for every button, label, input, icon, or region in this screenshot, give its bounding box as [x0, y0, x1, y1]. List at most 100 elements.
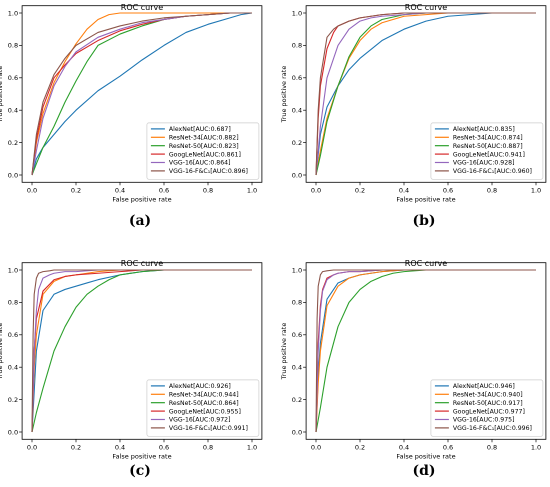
legend-entry: AlexNet[AUC:0.926] — [169, 383, 231, 390]
x-axis-label: False positive rate — [112, 195, 171, 203]
x-tick-label: 0.6 — [159, 186, 169, 194]
roc-series-line — [31, 12, 253, 176]
chart-title: ROC curve — [405, 3, 447, 12]
y-tick-label: 0.0 — [8, 171, 18, 179]
y-tick-label: 0.6 — [292, 331, 302, 339]
legend-entry: ResNet-50[AUC:0.864] — [169, 400, 239, 407]
y-tick-label: 0.8 — [8, 42, 18, 50]
x-tick-label: 0.8 — [203, 186, 213, 194]
y-tick-label: 1.0 — [292, 9, 302, 17]
x-axis-label: False positive rate — [112, 452, 171, 460]
x-axis-label: False positive rate — [396, 452, 455, 460]
legend-entry: ResNet-50[AUC:0.887] — [453, 143, 523, 150]
y-tick-label: 0.4 — [292, 107, 302, 115]
roc-series-line — [31, 12, 252, 176]
x-tick-label: 0.2 — [71, 443, 81, 451]
y-tick-label: 1.0 — [292, 266, 302, 274]
y-tick-label: 0.4 — [292, 364, 302, 372]
legend-entry: GoogLeNet[AUC:0.977] — [453, 408, 525, 415]
y-axis-label: True positive rate — [0, 323, 4, 381]
legend-entry: ResNet-34[AUC:0.882] — [169, 134, 239, 141]
legend-box — [146, 122, 260, 180]
legend-entry: ResNet-34[AUC:0.944] — [169, 391, 239, 398]
y-tick-label: 0.0 — [292, 428, 302, 436]
legend-entry: AlexNet[AUC:0.946] — [453, 383, 515, 390]
y-tick-label: 0.6 — [8, 74, 18, 82]
legend-box — [146, 379, 260, 437]
y-tick-label: 0.8 — [8, 299, 18, 307]
chart-title: ROC curve — [121, 3, 163, 12]
legend-box — [430, 122, 544, 180]
x-tick-label: 0.4 — [115, 186, 125, 194]
x-tick-label: 0.2 — [355, 186, 365, 194]
roc-series-line — [31, 269, 252, 433]
x-tick-label: 1.0 — [531, 186, 541, 194]
legend-entry: VGG-16-F&C₁[AUC:0.991] — [169, 425, 248, 432]
y-tick-label: 0.4 — [8, 107, 18, 115]
legend-entry: VGG-16-F&C₁[AUC:0.960] — [453, 168, 532, 175]
chart-title: ROC curve — [405, 259, 447, 268]
y-tick-label: 1.0 — [8, 9, 18, 17]
panel-label: (c) — [129, 463, 151, 479]
legend-box — [430, 379, 544, 437]
axes-frame — [305, 5, 547, 183]
legend-entry: VGG-16-F&C₁[AUC:0.996] — [453, 425, 532, 432]
y-tick-label: 0.6 — [8, 331, 18, 339]
x-tick-label: 0.2 — [71, 186, 81, 194]
legend-entry: GoogLeNet[AUC:0.861] — [169, 151, 241, 158]
legend-entry: ResNet-34[AUC:0.940] — [453, 391, 523, 398]
y-axis-label: True positive rate — [0, 66, 4, 124]
panel-label: (d) — [412, 463, 435, 479]
legend-entry: ResNet-34[AUC:0.874] — [453, 134, 523, 141]
x-tick-label: 0.6 — [159, 443, 169, 451]
legend-entry: VGG-16-F&C₁[AUC:0.896] — [169, 168, 248, 175]
axes-frame — [21, 262, 263, 440]
y-tick-label: 1.0 — [8, 266, 18, 274]
legend-entry: ResNet-50[AUC:0.823] — [169, 143, 239, 150]
y-axis-label: True positive rate — [280, 66, 288, 124]
panel-label: (b) — [412, 213, 435, 229]
y-tick-label: 0.6 — [292, 74, 302, 82]
legend-entry: VGG-16[AUC:0.972] — [169, 417, 231, 424]
y-tick-label: 0.0 — [292, 171, 302, 179]
axes-frame — [305, 262, 547, 440]
x-tick-label: 0.8 — [487, 443, 497, 451]
y-tick-label: 0.4 — [8, 364, 18, 372]
y-tick-label: 0.2 — [8, 139, 18, 147]
roc-panel: ROC curve 0.0 0.2 0.4 0.6 0.8 1.0 0.0 0.2 0.4 0.6 0… — [280, 259, 547, 479]
roc-panel: ROC curve 0.0 0.2 0.4 0.6 0.8 1.0 0.0 0.2 0.4 0.6 0… — [0, 259, 263, 479]
legend-entry: AlexNet[AUC:0.835] — [453, 126, 515, 133]
x-tick-label: 0.0 — [27, 443, 37, 451]
axes-frame — [21, 5, 263, 183]
x-tick-label: 1.0 — [531, 443, 541, 451]
roc-series-line — [315, 12, 536, 176]
x-tick-label: 0.4 — [399, 186, 409, 194]
legend-entry: AlexNet[AUC:0.687] — [169, 126, 231, 133]
y-tick-label: 0.8 — [292, 299, 302, 307]
y-tick-label: 0.8 — [292, 42, 302, 50]
roc-series-line — [315, 269, 536, 433]
x-axis-label: False positive rate — [396, 195, 455, 203]
chart-title: ROC curve — [121, 259, 163, 268]
legend-entry: VGG-16[AUC:0.975] — [453, 417, 515, 424]
x-tick-label: 0.2 — [355, 443, 365, 451]
y-tick-label: 0.2 — [292, 396, 302, 404]
x-tick-label: 0.8 — [203, 443, 213, 451]
x-tick-label: 0.8 — [487, 186, 497, 194]
x-tick-label: 0.4 — [115, 443, 125, 451]
x-tick-label: 0.0 — [311, 443, 321, 451]
x-tick-label: 0.4 — [399, 443, 409, 451]
roc-series-line — [31, 12, 252, 176]
y-tick-label: 0.2 — [292, 139, 302, 147]
panel-label: (a) — [129, 213, 151, 229]
y-axis-label: True positive rate — [280, 323, 288, 381]
legend-entry: VGG-16[AUC:0.928] — [453, 160, 515, 167]
roc-series-line — [315, 12, 536, 176]
x-tick-label: 0.0 — [27, 186, 37, 194]
x-tick-label: 1.0 — [247, 186, 257, 194]
x-tick-label: 0.6 — [443, 443, 453, 451]
roc-panel: ROC curve 0.0 0.2 0.4 0.6 0.8 1.0 0.0 0.2 0.4 0.6 0… — [280, 3, 547, 229]
x-tick-label: 0.6 — [443, 186, 453, 194]
y-tick-label: 0.2 — [8, 396, 18, 404]
